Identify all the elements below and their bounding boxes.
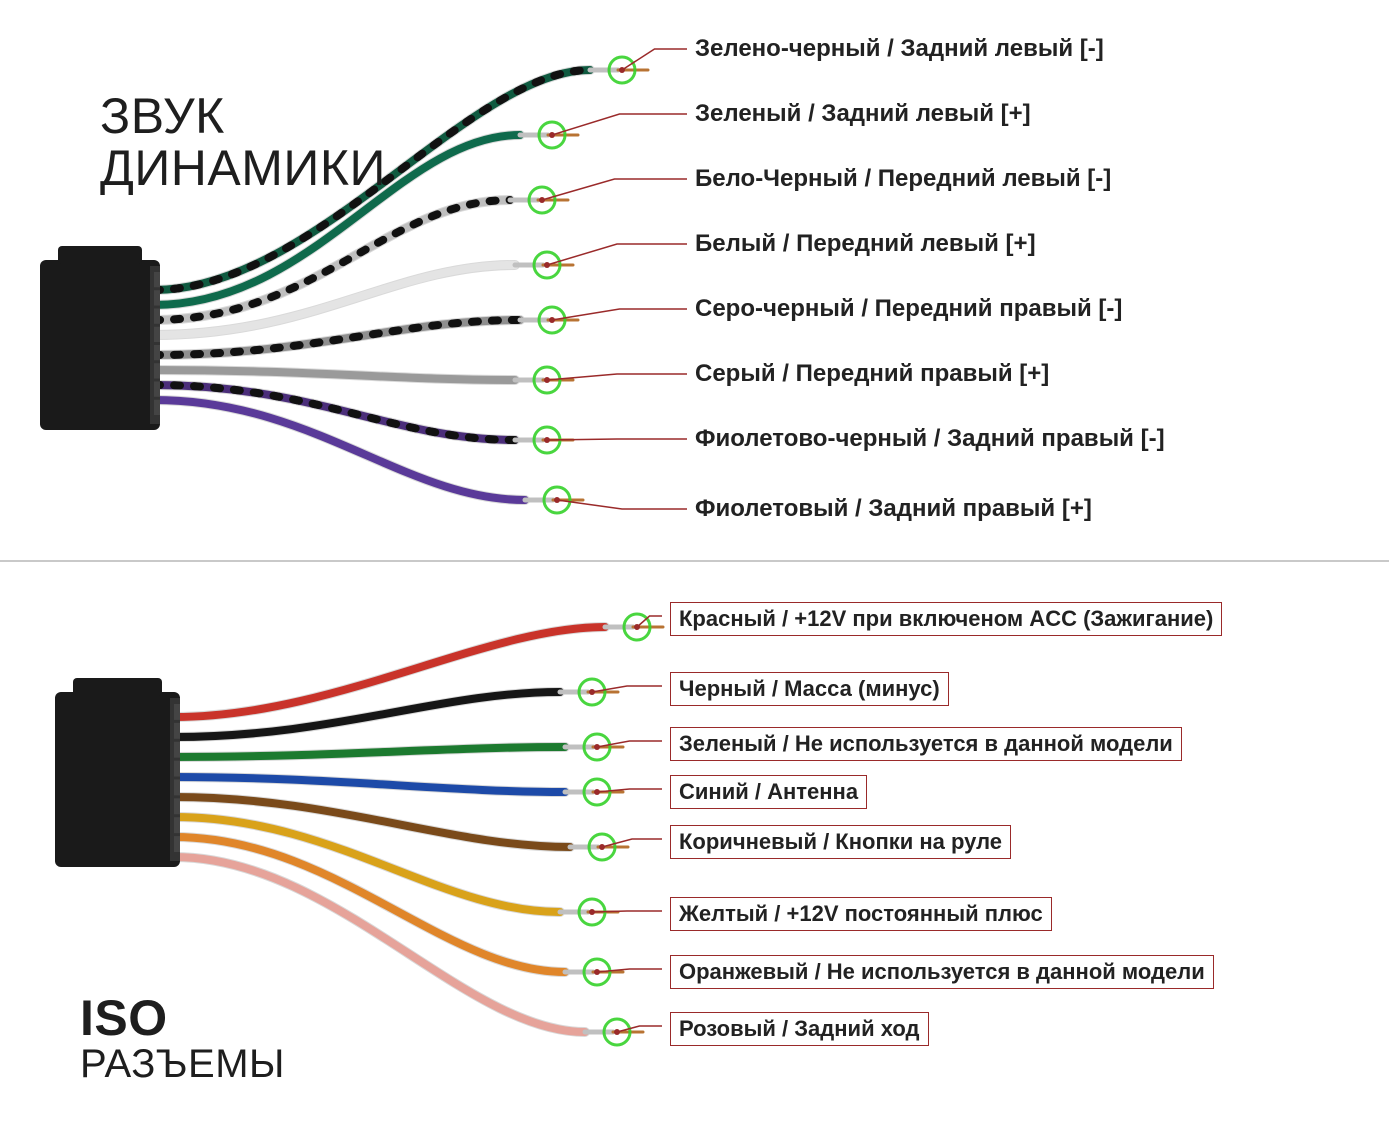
heading-bottom-line2: РАЗЪЕМЫ: [80, 1044, 285, 1086]
wire-label: Белый / Передний левый [+]: [695, 230, 1036, 258]
wire-label: Фиолетово-черный / Задний правый [-]: [695, 425, 1165, 453]
wire-label: Черный / Масса (минус): [670, 672, 949, 706]
wire-label: Фиолетовый / Задний правый [+]: [695, 495, 1092, 523]
heading-bottom: ISO РАЗЪЕМЫ: [80, 992, 285, 1086]
heading-top-line1: ЗВУК: [100, 90, 386, 142]
wire-label: Коричневый / Кнопки на руле: [670, 825, 1011, 859]
wire-label: Желтый / +12V постоянный плюс: [670, 897, 1052, 931]
wire-label: Зелено-черный / Задний левый [-]: [695, 35, 1104, 63]
wire-label: Серо-черный / Передний правый [-]: [695, 295, 1122, 323]
panel-sound-speakers: ЗВУК ДИНАМИКИ Зелено-черный / Задний лев…: [0, 0, 1389, 560]
wire-label: Оранжевый / Не используется в данной мод…: [670, 955, 1214, 989]
wire-label: Серый / Передний правый [+]: [695, 360, 1049, 388]
wire-label: Розовый / Задний ход: [670, 1012, 929, 1046]
wire-label: Красный / +12V при включеном ACC (Зажига…: [670, 602, 1222, 636]
wire-label: Бело-Черный / Передний левый [-]: [695, 165, 1111, 193]
panel-iso-connectors: ISO РАЗЪЕМЫ Красный / +12V при включеном…: [0, 560, 1389, 1132]
heading-top: ЗВУК ДИНАМИКИ: [100, 90, 386, 194]
heading-bottom-line1: ISO: [80, 992, 285, 1044]
wire-label: Зеленый / Задний левый [+]: [695, 100, 1031, 128]
heading-top-line2: ДИНАМИКИ: [100, 142, 386, 194]
wire-label: Зеленый / Не используется в данной модел…: [670, 727, 1182, 761]
wires-svg-top: [0, 0, 1389, 560]
wire-label: Синий / Антенна: [670, 775, 867, 809]
